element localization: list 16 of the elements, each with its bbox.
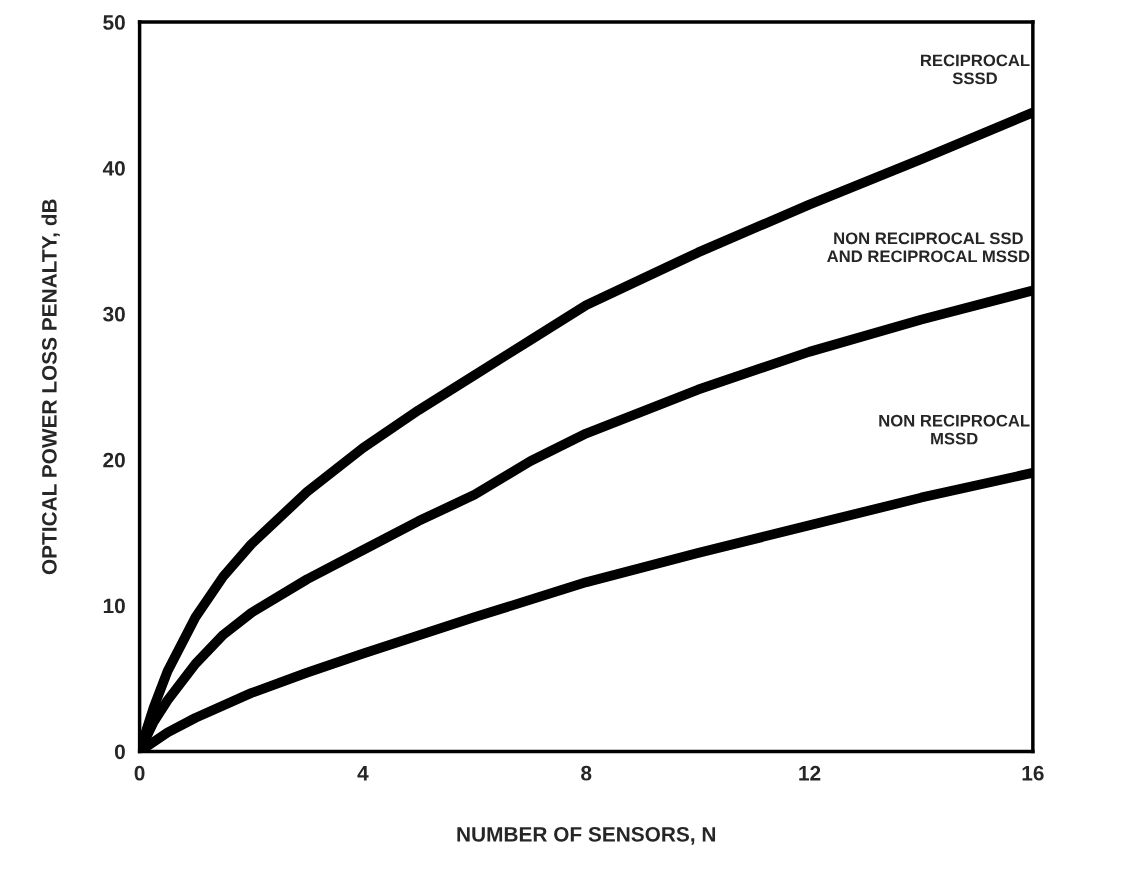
- y-tick-label: 30: [103, 306, 125, 322]
- x-tick-label: 4: [357, 766, 369, 781]
- annotation: RECIPROCAL SSSD: [921, 54, 1030, 85]
- y-tick-label: 20: [103, 452, 125, 468]
- x-axis-title: NUMBER OF SENSORS, N: [457, 826, 716, 845]
- y-tick-label: 40: [102, 160, 125, 176]
- x-tick-label: 16: [1022, 765, 1044, 781]
- y-axis-title: OPTICAL POWER LOSS PENALTY, dB: [41, 199, 60, 575]
- annotation: NON RECIPROCAL MSSD: [879, 414, 1030, 445]
- y-tick-label: 0: [114, 744, 125, 760]
- x-tick-label: 0: [134, 765, 145, 781]
- x-tick-label: 12: [799, 765, 821, 781]
- y-tick-label: 50: [103, 15, 125, 30]
- annotation: NON RECIPROCAL SSD AND RECIPROCAL MSSD: [827, 232, 1030, 263]
- x-tick-label: 8: [581, 765, 592, 781]
- y-tick-label: 10: [103, 598, 125, 614]
